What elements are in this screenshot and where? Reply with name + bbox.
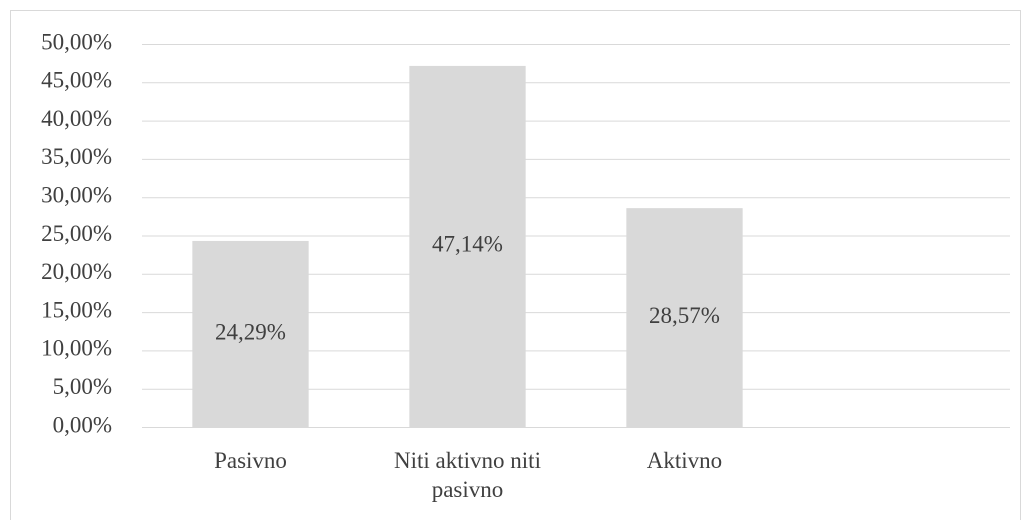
y-tick-label: 35,00% bbox=[41, 144, 112, 169]
x-tick-label: Pasivno bbox=[214, 448, 287, 473]
y-tick-label: 40,00% bbox=[41, 106, 112, 131]
y-tick-label: 25,00% bbox=[41, 221, 112, 246]
x-tick-label: Niti aktivno niti pasivno bbox=[394, 448, 541, 502]
y-tick-label: 30,00% bbox=[41, 182, 112, 207]
bar bbox=[192, 240, 309, 427]
data-label: 28,57% bbox=[649, 303, 720, 328]
bar bbox=[626, 208, 743, 427]
y-tick-label: 10,00% bbox=[41, 336, 112, 361]
y-tick-label: 0,00% bbox=[53, 412, 112, 437]
data-label: 47,14% bbox=[432, 232, 503, 257]
y-tick-label: 50,00% bbox=[41, 29, 112, 54]
x-tick-label: Aktivno bbox=[647, 448, 722, 473]
bar bbox=[409, 65, 526, 428]
y-tick-label: 5,00% bbox=[53, 374, 112, 399]
data-label: 24,29% bbox=[215, 319, 286, 344]
y-tick-label: 45,00% bbox=[41, 68, 112, 93]
y-tick-label: 20,00% bbox=[41, 259, 112, 284]
y-tick-label: 15,00% bbox=[41, 297, 112, 322]
